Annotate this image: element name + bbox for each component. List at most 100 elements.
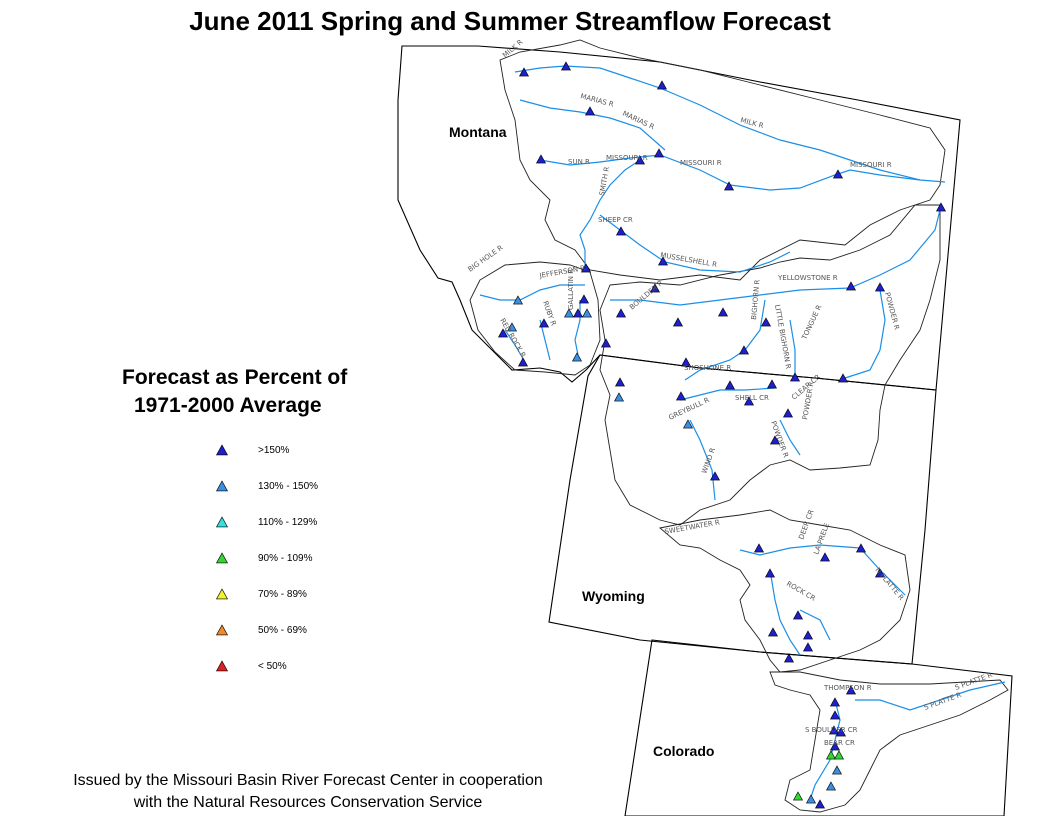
- river-label: DEER CR: [797, 509, 815, 541]
- forecast-site-marker: [560, 61, 572, 71]
- forecast-site-marker: [819, 552, 831, 562]
- river-label: SWEETWATER R: [664, 518, 721, 536]
- forecast-site-marker: [672, 317, 684, 327]
- forecast-site-marker: [571, 352, 583, 362]
- legend-item: 70% - 89%: [214, 586, 374, 604]
- forecast-site-marker: [769, 435, 781, 445]
- river-label: S BOULDER CR: [805, 726, 858, 734]
- legend-item-label: 90% - 109%: [258, 553, 313, 564]
- legend-triangle-icon: [215, 660, 229, 672]
- forecast-site-marker: [835, 727, 847, 737]
- forecast-site-marker: [855, 543, 867, 553]
- river-label: MILK R: [739, 116, 764, 130]
- legend-triangle-icon: [215, 552, 229, 564]
- forecast-site-marker: [657, 256, 669, 266]
- legend-item: >150%: [214, 442, 374, 460]
- legend-triangle-icon: [215, 480, 229, 492]
- river-label: GALLATIN R: [567, 269, 575, 310]
- forecast-site-marker: [753, 543, 765, 553]
- legend-title-line2: 1971-2000 Average: [134, 394, 322, 417]
- legend-title-line1: Forecast as Percent of: [122, 366, 348, 389]
- river-label: TONGUE R: [800, 304, 823, 342]
- forecast-site-marker: [535, 154, 547, 164]
- forecast-site-marker: [581, 308, 593, 318]
- legend-triangle-icon: [215, 516, 229, 528]
- forecast-site-marker: [614, 377, 626, 387]
- colorado-border: [624, 639, 1013, 816]
- forecast-site-marker: [825, 750, 837, 760]
- river-label: MARIAS R: [579, 92, 614, 109]
- forecast-site-marker: [584, 106, 596, 116]
- forecast-site-marker: [832, 169, 844, 179]
- forecast-site-marker: [845, 685, 857, 695]
- forecast-site-marker: [874, 282, 886, 292]
- forecast-site-marker: [814, 799, 826, 809]
- river-label: POWDER R: [883, 291, 901, 330]
- legend-item-label: >150%: [258, 445, 290, 456]
- legend-item-label: 130% - 150%: [258, 481, 319, 492]
- river-label: SMITH R: [598, 166, 611, 196]
- forecast-site-marker: [649, 283, 661, 293]
- forecast-site-marker: [653, 148, 665, 158]
- river-label: LITTLE BIGHORN R: [773, 304, 792, 370]
- river-label: MISSOURI R: [850, 161, 892, 169]
- footer: Issued by the Missouri Basin River Forec…: [0, 770, 616, 814]
- river-label: ROCK CR: [785, 580, 817, 603]
- forecast-site-marker: [615, 226, 627, 236]
- forecast-site-marker: [600, 338, 612, 348]
- river-label: RED ROCK R: [498, 317, 527, 359]
- forecast-site-marker: [764, 568, 776, 578]
- forecast-site-marker: [497, 328, 509, 338]
- forecast-site-marker: [572, 308, 584, 318]
- forecast-site-marker: [792, 610, 804, 620]
- south-platte-basin: [769, 671, 1009, 813]
- footer-line2: with the Natural Resources Conservation …: [133, 794, 483, 811]
- forecast-site-marker: [828, 725, 840, 735]
- forecast-site-marker: [789, 372, 801, 382]
- legend-item-label: 70% - 89%: [258, 589, 307, 600]
- forecast-site-marker: [656, 80, 668, 90]
- jefferson-basin: [469, 261, 601, 376]
- river-label: THOMPSON R: [823, 684, 872, 692]
- legend-item: 110% - 129%: [214, 514, 374, 532]
- montana-border: [397, 45, 961, 391]
- river-label: JEFFERSON R: [538, 264, 586, 280]
- forecast-site-marker: [506, 322, 518, 332]
- forecast-sites: [497, 61, 947, 809]
- legend-item: 130% - 150%: [214, 478, 374, 496]
- state-label-wyoming: Wyoming: [582, 588, 645, 604]
- state-label-colorado: Colorado: [653, 743, 715, 759]
- forecast-site-marker: [874, 568, 886, 578]
- forecast-site-marker: [724, 380, 736, 390]
- river-label: POWDER R: [769, 420, 790, 459]
- legend-item-label: 50% - 69%: [258, 625, 307, 636]
- forecast-site-marker: [512, 295, 524, 305]
- river-label: BEAR CR: [824, 739, 855, 747]
- forecast-site-marker: [833, 750, 845, 760]
- forecast-site-marker: [743, 396, 755, 406]
- legend-item: 50% - 69%: [214, 622, 374, 640]
- forecast-site-marker: [805, 794, 817, 804]
- forecast-site-marker: [845, 281, 857, 291]
- river-label: LA PRELE: [812, 522, 831, 556]
- river-label: SUN R: [568, 158, 590, 166]
- forecast-site-marker: [518, 67, 530, 77]
- river-label: BIGHORN R: [750, 279, 761, 320]
- forecast-site-marker: [517, 357, 529, 367]
- map-title: June 2011 Spring and Summer Streamflow F…: [189, 6, 831, 36]
- river-label: MISSOURI R: [680, 159, 722, 167]
- forecast-site-marker: [615, 308, 627, 318]
- forecast-site-marker: [634, 155, 646, 165]
- forecast-site-marker: [837, 373, 849, 383]
- river-label: WIND R: [700, 447, 717, 475]
- river-label: SHELL CR: [735, 394, 769, 402]
- forecast-site-marker: [675, 391, 687, 401]
- forecast-site-marker: [831, 765, 843, 775]
- legend-item-label: < 50%: [258, 661, 287, 672]
- forecast-site-marker: [792, 791, 804, 801]
- legend-item: < 50%: [214, 658, 374, 676]
- river-label: MISSOURI R: [606, 154, 648, 162]
- forecast-site-marker: [738, 345, 750, 355]
- state-label-montana: Montana: [449, 124, 507, 140]
